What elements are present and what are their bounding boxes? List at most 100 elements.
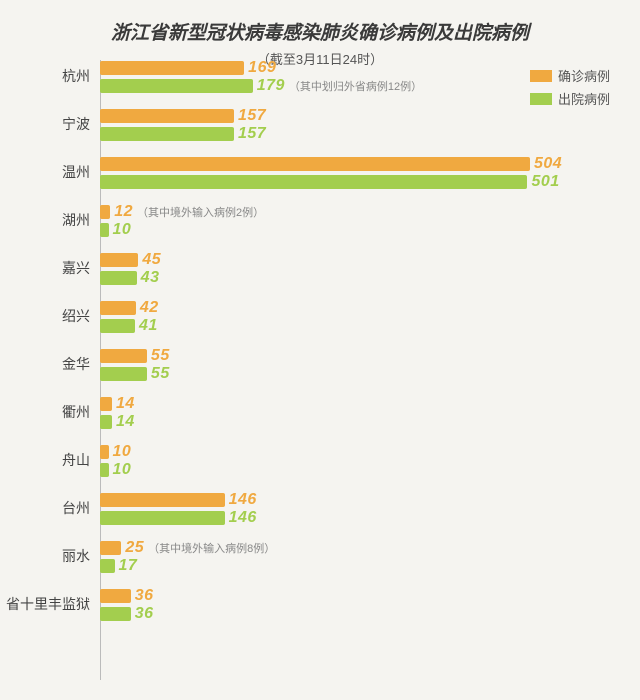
table-row: 温州504501 bbox=[0, 156, 640, 192]
value-discharged: 501 bbox=[531, 173, 559, 191]
table-row: 湖州12（其中境外输入病例2例）10 bbox=[0, 204, 640, 240]
bar-confirmed-wrap: 14 bbox=[100, 396, 640, 412]
bar-discharged-wrap: 14 bbox=[100, 414, 640, 430]
table-row: 台州146146 bbox=[0, 492, 640, 528]
bar-confirmed-wrap: 25（其中境外输入病例8例） bbox=[100, 540, 640, 556]
bar-confirmed-wrap: 157 bbox=[100, 108, 640, 124]
value-confirmed: 14 bbox=[116, 395, 135, 413]
table-row: 宁波157157 bbox=[0, 108, 640, 144]
note-confirmed: （其中境外输入病例8例） bbox=[148, 540, 275, 556]
bar-confirmed-wrap: 36 bbox=[100, 588, 640, 604]
bar-confirmed bbox=[100, 349, 147, 363]
bar-confirmed-wrap: 42 bbox=[100, 300, 640, 316]
city-label: 金华 bbox=[0, 348, 100, 374]
note-discharged: （其中划归外省病例12例） bbox=[289, 78, 422, 94]
bar-discharged bbox=[100, 127, 234, 141]
value-discharged: 41 bbox=[139, 317, 158, 335]
value-confirmed: 45 bbox=[142, 251, 161, 269]
bar-discharged bbox=[100, 319, 135, 333]
value-discharged: 146 bbox=[229, 509, 257, 527]
value-discharged: 157 bbox=[238, 125, 266, 143]
bar-confirmed bbox=[100, 301, 136, 315]
bar-discharged-wrap: 157 bbox=[100, 126, 640, 142]
city-label: 丽水 bbox=[0, 540, 100, 566]
city-label: 温州 bbox=[0, 156, 100, 182]
bar-discharged-wrap: 36 bbox=[100, 606, 640, 622]
bar-discharged-wrap: 17 bbox=[100, 558, 640, 574]
bar-confirmed-wrap: 169 bbox=[100, 60, 640, 76]
value-discharged: 43 bbox=[141, 269, 160, 287]
note-confirmed: （其中境外输入病例2例） bbox=[137, 204, 264, 220]
bar-pair: 5555 bbox=[100, 348, 640, 384]
city-label: 台州 bbox=[0, 492, 100, 518]
bar-confirmed-wrap: 146 bbox=[100, 492, 640, 508]
value-confirmed: 504 bbox=[534, 155, 562, 173]
bar-pair: 169179（其中划归外省病例12例） bbox=[100, 60, 640, 96]
table-row: 金华5555 bbox=[0, 348, 640, 384]
bar-discharged bbox=[100, 271, 137, 285]
bar-pair: 12（其中境外输入病例2例）10 bbox=[100, 204, 640, 240]
table-row: 丽水25（其中境外输入病例8例）17 bbox=[0, 540, 640, 576]
bar-pair: 4543 bbox=[100, 252, 640, 288]
value-confirmed: 169 bbox=[248, 59, 276, 77]
bar-discharged-wrap: 179（其中划归外省病例12例） bbox=[100, 78, 640, 94]
bar-discharged bbox=[100, 79, 253, 93]
bar-discharged bbox=[100, 463, 109, 477]
bar-discharged bbox=[100, 223, 109, 237]
bar-pair: 4241 bbox=[100, 300, 640, 336]
value-confirmed: 12 bbox=[114, 203, 133, 221]
bar-pair: 1414 bbox=[100, 396, 640, 432]
value-confirmed: 42 bbox=[140, 299, 159, 317]
city-label: 衢州 bbox=[0, 396, 100, 422]
bar-confirmed bbox=[100, 445, 109, 459]
value-discharged: 10 bbox=[113, 461, 132, 479]
bar-confirmed-wrap: 10 bbox=[100, 444, 640, 460]
bar-confirmed bbox=[100, 541, 121, 555]
bar-confirmed-wrap: 55 bbox=[100, 348, 640, 364]
bar-confirmed bbox=[100, 109, 234, 123]
bar-pair: 504501 bbox=[100, 156, 640, 192]
bar-discharged-wrap: 10 bbox=[100, 222, 640, 238]
bar-discharged-wrap: 55 bbox=[100, 366, 640, 382]
bar-discharged-wrap: 43 bbox=[100, 270, 640, 286]
table-row: 衢州1414 bbox=[0, 396, 640, 432]
city-label: 杭州 bbox=[0, 60, 100, 86]
bar-pair: 25（其中境外输入病例8例）17 bbox=[100, 540, 640, 576]
table-row: 舟山1010 bbox=[0, 444, 640, 480]
bar-confirmed bbox=[100, 493, 225, 507]
bar-confirmed bbox=[100, 205, 110, 219]
city-label: 舟山 bbox=[0, 444, 100, 470]
bar-confirmed-wrap: 504 bbox=[100, 156, 640, 172]
bar-confirmed-wrap: 12（其中境外输入病例2例） bbox=[100, 204, 640, 220]
value-discharged: 10 bbox=[113, 221, 132, 239]
bar-pair: 146146 bbox=[100, 492, 640, 528]
bar-discharged-wrap: 146 bbox=[100, 510, 640, 526]
bar-pair: 157157 bbox=[100, 108, 640, 144]
value-discharged: 179 bbox=[257, 77, 285, 95]
table-row: 绍兴4241 bbox=[0, 300, 640, 336]
bar-pair: 3636 bbox=[100, 588, 640, 624]
city-label: 湖州 bbox=[0, 204, 100, 230]
bar-discharged bbox=[100, 415, 112, 429]
value-confirmed: 146 bbox=[229, 491, 257, 509]
value-confirmed: 36 bbox=[135, 587, 154, 605]
bar-discharged bbox=[100, 175, 527, 189]
bar-discharged bbox=[100, 607, 131, 621]
value-discharged: 17 bbox=[119, 557, 138, 575]
table-row: 嘉兴4543 bbox=[0, 252, 640, 288]
bar-discharged bbox=[100, 367, 147, 381]
value-discharged: 36 bbox=[135, 605, 154, 623]
value-confirmed: 55 bbox=[151, 347, 170, 365]
bar-confirmed-wrap: 45 bbox=[100, 252, 640, 268]
bar-confirmed bbox=[100, 61, 244, 75]
bar-confirmed bbox=[100, 157, 530, 171]
city-label: 嘉兴 bbox=[0, 252, 100, 278]
city-label: 省十里丰监狱 bbox=[0, 588, 100, 614]
bar-pair: 1010 bbox=[100, 444, 640, 480]
bar-chart-rows: 杭州169179（其中划归外省病例12例）宁波157157温州504501湖州1… bbox=[0, 60, 640, 636]
value-confirmed: 10 bbox=[113, 443, 132, 461]
value-confirmed: 25 bbox=[125, 539, 144, 557]
bar-confirmed bbox=[100, 397, 112, 411]
value-discharged: 14 bbox=[116, 413, 135, 431]
bar-confirmed bbox=[100, 589, 131, 603]
